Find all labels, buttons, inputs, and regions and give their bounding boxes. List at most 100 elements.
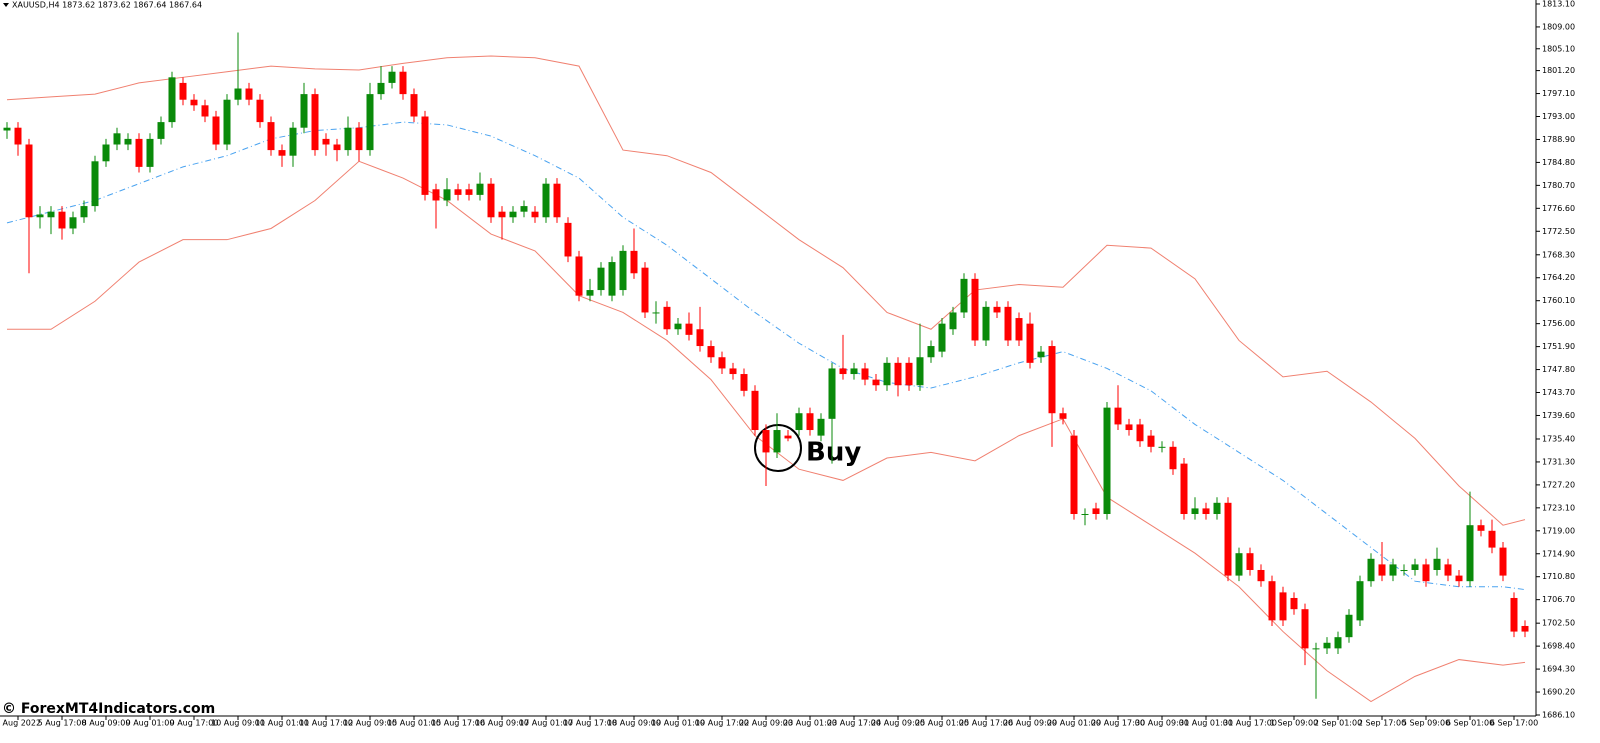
y-tick-label: 1801.20 xyxy=(1542,66,1575,75)
x-tick-label: 17 Aug 01:00 xyxy=(519,719,573,728)
candle-body xyxy=(861,368,869,380)
y-tick-label: 1780.70 xyxy=(1542,181,1575,190)
candle-body xyxy=(168,77,176,123)
annotation: Buy xyxy=(806,438,861,468)
candle-body xyxy=(1345,614,1353,638)
candle-body xyxy=(828,368,836,419)
x-tick-label: 15 Aug 17:00 xyxy=(431,719,485,728)
y-tick-label: 1809.00 xyxy=(1542,22,1575,31)
y-tick-label: 1719.00 xyxy=(1542,526,1575,535)
y-tick-label: 1686.10 xyxy=(1542,710,1575,719)
y-tick-label: 1735.40 xyxy=(1542,434,1575,443)
x-tick-label: 9 Aug 17:00 xyxy=(170,719,219,728)
y-tick-label: 1805.10 xyxy=(1542,44,1575,53)
candle-body xyxy=(619,250,627,291)
candle-body xyxy=(542,183,550,218)
x-tick-label: 11 Aug 17:00 xyxy=(299,719,353,728)
x-tick-label: 19 Aug 01:00 xyxy=(651,719,705,728)
candle-body xyxy=(487,183,495,218)
candle-body xyxy=(971,278,979,341)
candle-body xyxy=(509,211,517,218)
candle-body xyxy=(575,256,583,296)
candle-body xyxy=(1389,564,1397,576)
candle-body xyxy=(190,99,198,106)
candle-body xyxy=(1015,318,1023,341)
candle-body xyxy=(1257,569,1265,582)
x-tick-label: 6 Sep 17:00 xyxy=(1490,719,1538,728)
candle-body xyxy=(1048,346,1056,414)
candle-body xyxy=(597,267,605,291)
candle-body xyxy=(498,211,506,218)
candle-body xyxy=(1422,564,1430,582)
x-tick-label: 1 Sep 09:00 xyxy=(1270,719,1318,728)
candle-body xyxy=(663,306,671,330)
candle-body xyxy=(729,368,737,375)
candle-body xyxy=(685,323,693,335)
x-tick-label: 5 Aug 17:00 xyxy=(38,719,87,728)
candle-body xyxy=(223,99,231,145)
candle-body xyxy=(432,189,440,201)
candle-body xyxy=(916,357,924,386)
candle-body xyxy=(443,189,451,201)
x-tick-label: 2 Sep 01:00 xyxy=(1314,719,1362,728)
candle-body xyxy=(795,413,803,431)
candle-body xyxy=(1026,323,1034,363)
x-tick-label: 19 Aug 17:00 xyxy=(695,719,749,728)
x-tick-label: 16 Aug 09:00 xyxy=(475,719,529,728)
candle-body xyxy=(102,144,110,162)
candle-body xyxy=(47,211,55,218)
candle-body xyxy=(982,306,990,341)
candle-body xyxy=(674,323,682,330)
candle-body xyxy=(960,278,968,313)
x-tick-label: 5 Aug 2022 xyxy=(0,719,41,728)
y-tick-label: 1723.10 xyxy=(1542,503,1575,512)
candle-body xyxy=(905,362,913,386)
y-tick-label: 1690.20 xyxy=(1542,688,1575,697)
candle-body xyxy=(718,357,726,369)
candle-body xyxy=(817,418,825,436)
candle-body xyxy=(1004,306,1012,341)
candle-body xyxy=(113,133,121,145)
candle-body xyxy=(993,306,1001,313)
candle-body xyxy=(586,290,594,296)
candle-body xyxy=(454,189,462,195)
candle-body xyxy=(1169,446,1177,470)
x-tick-label: 5 Sep 09:00 xyxy=(1402,719,1450,728)
y-tick-label: 1793.00 xyxy=(1542,112,1575,121)
x-tick-label: 2 Sep 17:00 xyxy=(1358,719,1406,728)
x-tick-label: 11 Aug 01:00 xyxy=(255,719,309,728)
candle-body xyxy=(531,211,539,218)
chart-title: XAUUSD,H4 1873.62 1873.62 1867.64 1867.6… xyxy=(12,1,202,10)
x-tick-label: 8 Aug 09:00 xyxy=(82,719,131,728)
y-tick-label: 1784.80 xyxy=(1542,158,1575,167)
candle-body xyxy=(1444,564,1452,576)
x-tick-label: 31 Aug 01:00 xyxy=(1179,719,1233,728)
candle-body xyxy=(927,346,935,358)
x-tick-label: 9 Aug 01:00 xyxy=(126,719,175,728)
candle-body xyxy=(839,368,847,375)
candle-body xyxy=(696,329,704,347)
candle-body xyxy=(267,122,275,151)
candle-body xyxy=(894,362,902,386)
candle-body xyxy=(1125,424,1133,431)
y-tick-label: 1714.90 xyxy=(1542,549,1575,558)
candle-body xyxy=(872,379,880,386)
candle-body xyxy=(399,71,407,95)
candle-body xyxy=(1103,407,1111,515)
candle-body xyxy=(135,138,143,167)
x-tick-label: 25 Aug 01:00 xyxy=(915,719,969,728)
candle-body xyxy=(751,390,759,431)
candle-body xyxy=(14,127,22,145)
candle-body xyxy=(1433,558,1441,570)
candle-body xyxy=(1191,508,1199,515)
candle-body xyxy=(641,267,649,313)
candle-body xyxy=(69,217,77,229)
candle-body xyxy=(773,430,781,453)
candle-body xyxy=(1246,553,1254,570)
y-tick-label: 1751.90 xyxy=(1542,342,1575,351)
candle-body xyxy=(201,105,209,117)
candle-body xyxy=(1081,514,1089,516)
candle-body xyxy=(806,413,814,431)
candle-body xyxy=(1037,351,1045,358)
